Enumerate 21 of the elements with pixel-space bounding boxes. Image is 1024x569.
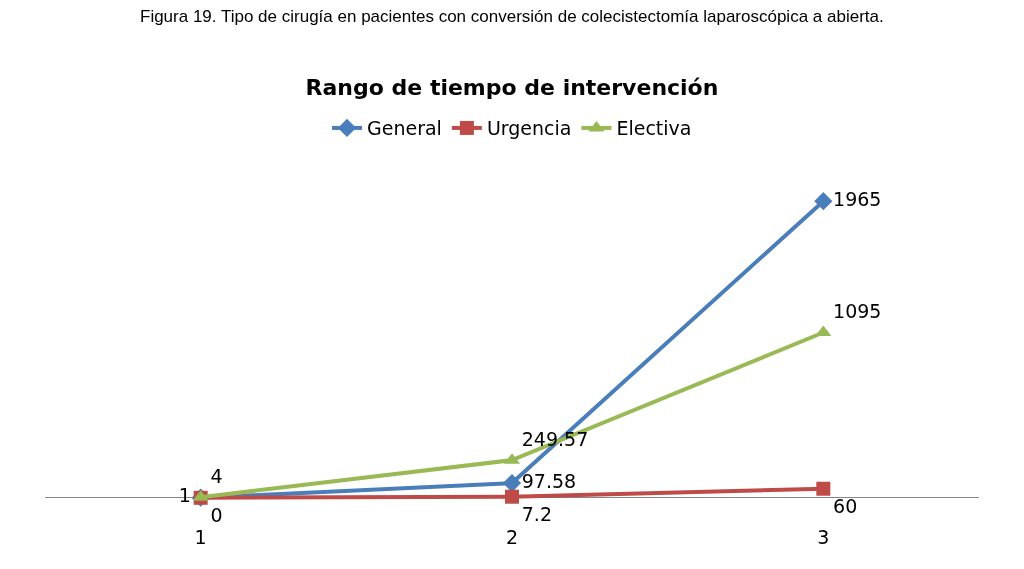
chart-title: Rango de tiempo de intervención [305,75,719,101]
x-tick-label: 1 [194,526,207,548]
data-label: 1965 [833,187,882,210]
data-label: 1 [178,484,191,507]
point [502,473,522,493]
data-label: 0 [210,503,223,526]
point [815,325,832,337]
point [505,489,519,504]
legend-label: Urgencia [486,117,572,140]
legend-label: General [367,117,442,140]
data-label: 4 [210,464,223,487]
x-tick-label: 2 [505,526,519,548]
data-label: 7.2 [521,502,552,525]
point [816,481,831,496]
data-label: 97.58 [521,469,577,492]
legend-label: Electiva [616,117,692,140]
text: Figura 19. Tipo de cirugía en pacientes con conversión de colecistectomía laparoscópica a abierta. [140,7,884,26]
x-tick-label: 3 [817,526,830,548]
data-label: 1095 [833,300,882,323]
data-label: 60 [833,494,858,517]
point [814,192,833,211]
